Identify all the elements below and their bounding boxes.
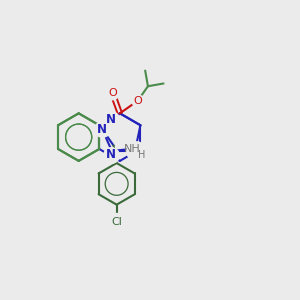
Text: N: N (97, 123, 107, 136)
Text: H: H (138, 150, 145, 161)
Text: N: N (106, 113, 116, 126)
Text: N: N (106, 148, 116, 161)
Text: N: N (106, 148, 116, 161)
Text: Cl: Cl (111, 217, 122, 226)
Text: N: N (106, 113, 116, 126)
Text: N: N (97, 123, 107, 136)
Text: O: O (108, 88, 117, 98)
Text: O: O (133, 96, 142, 106)
Text: NH: NH (124, 145, 141, 154)
